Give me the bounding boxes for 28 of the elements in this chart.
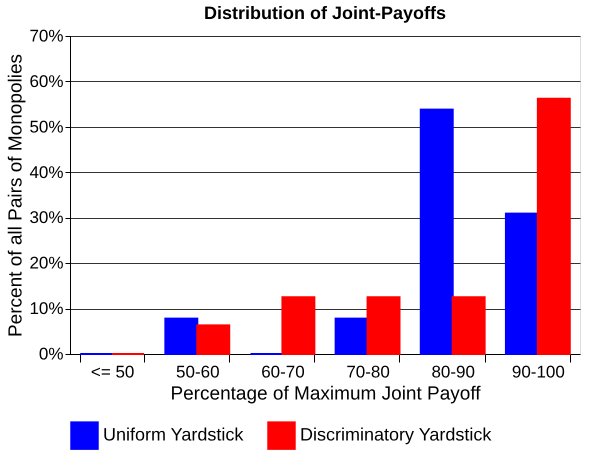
y-tick-label: 70%: [29, 26, 64, 46]
x-tick-label: 70-80: [346, 362, 390, 382]
x-tick-label: 80-90: [431, 362, 475, 382]
bar: [281, 296, 316, 355]
legend-label: Uniform Yardstick: [103, 424, 244, 445]
bar: [334, 318, 369, 355]
bar: [536, 98, 571, 355]
y-tick-label: 10%: [29, 299, 64, 318]
y-tick-label: 50%: [29, 117, 64, 136]
bar: [452, 296, 486, 355]
bar: [504, 212, 539, 355]
chart-title: Distribution of Joint-Payoffs: [204, 3, 446, 23]
y-tick-label: 60%: [29, 72, 64, 91]
bar: [420, 108, 454, 355]
legend-label: Discriminatory Yardstick: [300, 424, 492, 445]
bar: [164, 318, 198, 355]
bar: [196, 324, 230, 355]
bar: [366, 296, 400, 355]
y-tick-label: 20%: [29, 254, 64, 273]
y-tick-label: 0%: [38, 344, 64, 364]
x-tick-label: 50-60: [176, 362, 220, 382]
y-axis-title: Percent of all Pairs of Monopolies: [5, 54, 26, 338]
y-tick-label: 40%: [29, 162, 64, 182]
x-axis-title: Percentage of Maximum Joint Payoff: [170, 384, 482, 404]
y-tick-label: 30%: [29, 208, 64, 228]
x-tick-label: <= 50: [90, 362, 134, 382]
x-tick-label: 60-70: [261, 362, 305, 382]
x-tick-label: 90-100: [512, 362, 565, 382]
